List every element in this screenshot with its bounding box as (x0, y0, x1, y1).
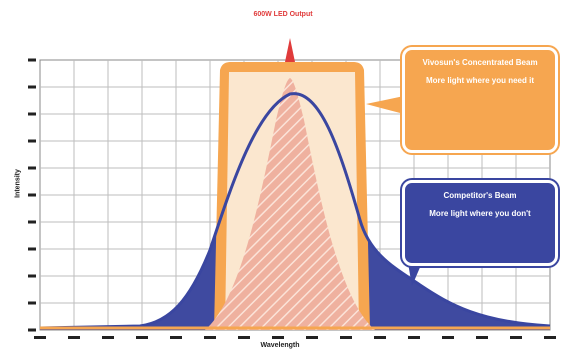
callout-ours-subtitle: More light where you need it (425, 76, 534, 85)
x-tick (272, 336, 284, 339)
y-tick (28, 220, 36, 224)
y-tick (28, 166, 36, 170)
competitor-beam-outline (39, 92, 551, 330)
y-tick (28, 274, 36, 278)
x-tick (510, 336, 522, 339)
y-tick (28, 328, 36, 332)
x-tick (408, 336, 420, 339)
callout-competitor-title: Competitor's Beam (443, 191, 517, 200)
x-tick (170, 336, 182, 339)
callout-ours-title: Vivosun's Concentrated Beam (422, 58, 538, 67)
x-tick (102, 336, 114, 339)
callout-competitor-subtitle: More light where you don't (429, 209, 531, 218)
x-tick (306, 336, 318, 339)
peak-marker (285, 38, 295, 62)
y-tick (28, 301, 36, 305)
y-axis-ticks (28, 58, 36, 332)
top-label: 600W LED Output (253, 11, 313, 18)
x-tick (476, 336, 488, 339)
y-tick (28, 139, 36, 143)
y-tick (28, 193, 36, 197)
y-tick (28, 247, 36, 251)
x-tick (374, 336, 386, 339)
x-tick (340, 336, 352, 339)
callout-pointer-ours (366, 96, 404, 114)
y-axis-label: Intensity (14, 169, 22, 198)
x-axis-label: Wavelength (260, 342, 300, 349)
x-tick (68, 336, 80, 339)
x-tick (136, 336, 148, 339)
y-tick (28, 58, 36, 62)
callout-competitor-beam: Competitor's Beam More light where you d… (402, 180, 558, 266)
x-tick (442, 336, 454, 339)
callout-concentrated-beam: Vivosun's Concentrated Beam More light w… (402, 47, 558, 153)
led-peak-hatch (205, 78, 375, 330)
x-tick (544, 336, 556, 339)
x-tick (238, 336, 250, 339)
y-tick (28, 112, 36, 116)
x-axis-ticks (34, 336, 556, 339)
x-tick (204, 336, 216, 339)
x-tick (34, 336, 46, 339)
y-tick (28, 85, 36, 89)
